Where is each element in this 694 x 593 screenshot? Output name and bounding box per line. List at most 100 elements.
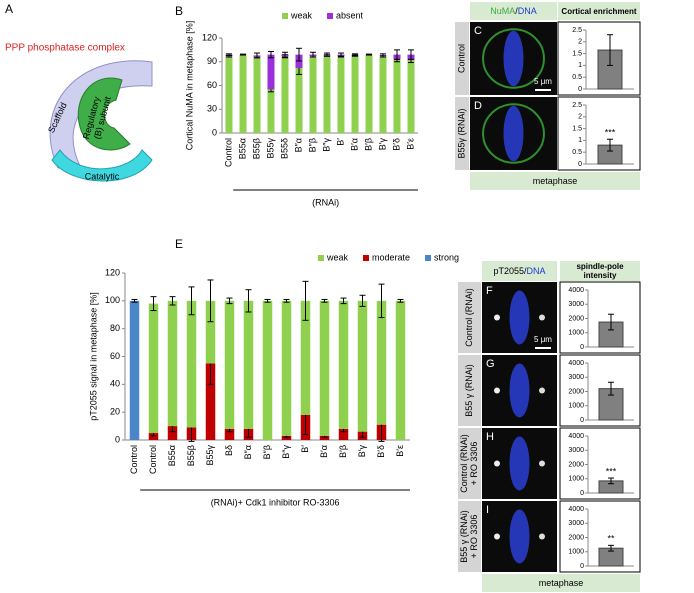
x-tick-label: B55γ (265, 138, 275, 159)
y-tick-label: 120 (105, 267, 120, 277)
bar-segment (281, 435, 292, 440)
x-tick-label: Control (223, 138, 233, 167)
y-tick-label: 1000 (568, 403, 584, 410)
image-header: pT2055/DNA (482, 261, 557, 281)
catalytic-label: Catalytic (85, 171, 120, 181)
bar-segment (224, 428, 235, 440)
row-label-box (455, 97, 469, 170)
y-tick-label: 3000 (568, 520, 584, 527)
bar-segment (281, 300, 292, 436)
bar-segment (407, 60, 415, 133)
y-tick-label: 60 (110, 351, 120, 361)
annotation: *** (606, 466, 617, 476)
x-axis-label: (RNAi) (312, 197, 339, 207)
y-tick-label: 2 (578, 114, 582, 121)
x-tick-label: B″β (307, 138, 317, 152)
x-tick-label: B55β (251, 138, 261, 159)
x-tick-label: B″β (262, 445, 272, 459)
y-tick-label: 1000 (568, 549, 584, 556)
x-tick-label: B′ε (395, 445, 405, 457)
y-tick-label: 80 (110, 323, 120, 333)
row-label: + RO 3306 (469, 515, 479, 559)
bar-segment (319, 435, 330, 440)
header-part: pT2055 (493, 265, 524, 276)
image-label: G (486, 358, 495, 370)
image-label: F (486, 285, 493, 297)
y-tick-label: 1.5 (572, 50, 582, 57)
dna-stain (509, 509, 530, 564)
bar-segment (129, 300, 140, 440)
y-tick-label: 0 (580, 417, 584, 424)
scale-bar-label: 5 μm (534, 335, 552, 344)
y-tick-label: 30 (207, 104, 217, 114)
row-label: B55 γ (RNAi) (464, 364, 474, 417)
bar-segment (338, 428, 349, 440)
dna-stain (509, 363, 530, 418)
y-tick-label: 0 (212, 127, 217, 137)
chart-title: Cortical enrichment (558, 2, 640, 20)
x-tick-label: B″α (243, 445, 253, 459)
y-axis-label: pT2055 signal in metaphase [%] (88, 292, 98, 421)
pole-stain (494, 460, 500, 467)
bar-segment (393, 59, 401, 133)
x-tick-label: B″γ (321, 138, 331, 152)
y-tick-label: 2.5 (572, 27, 582, 34)
x-tick-label: B′δ (391, 138, 401, 151)
row-label-box (458, 501, 481, 572)
bar-segment (243, 300, 254, 429)
legend-label: weak (326, 252, 349, 262)
image-footer: metaphase (482, 574, 640, 592)
y-tick-label: 0 (580, 344, 584, 351)
pole-stain (539, 314, 545, 321)
y-tick-label: 1000 (568, 330, 584, 337)
x-tick-label: B″α (293, 138, 303, 152)
pole-stain (539, 460, 545, 467)
row-label-box (455, 22, 469, 95)
legend-swatch (363, 255, 370, 261)
y-tick-label: 4000 (568, 287, 584, 294)
row-label: Control (RNAi) (464, 288, 474, 347)
x-tick-label: Bδ (224, 445, 234, 456)
bar-segment (253, 57, 261, 133)
y-tick-label: 60 (207, 80, 217, 90)
legend-label: weak (290, 10, 313, 20)
image-label: D (474, 100, 482, 112)
x-tick-label: B′γ (357, 445, 367, 458)
x-tick-label: B55α (167, 445, 177, 466)
image-label: C (474, 25, 482, 37)
bar-segment (205, 300, 216, 364)
row-label-box (458, 355, 481, 426)
y-tick-label: 20 (110, 407, 120, 417)
x-tick-label: B55γ (205, 445, 215, 466)
x-tick-label: B55α (237, 138, 247, 159)
pole-stain (494, 314, 500, 321)
bar-segment (167, 426, 178, 440)
y-tick-label: 2000 (568, 534, 584, 541)
x-tick-label: B′β (363, 138, 373, 151)
legend-swatch (318, 255, 324, 261)
bar-segment (186, 300, 197, 428)
cortex-stain (482, 28, 545, 89)
y-tick-label: 0.5 (572, 149, 582, 156)
dna-stain (509, 436, 530, 491)
bar-segment (148, 303, 159, 434)
y-tick-label: 3000 (568, 447, 584, 454)
pole-stain (539, 387, 545, 394)
bar-segment (338, 300, 349, 429)
y-tick-label: 0 (578, 86, 582, 93)
y-tick-label: 3000 (568, 301, 584, 308)
dna-stain (509, 290, 530, 345)
image-label: I (486, 504, 489, 516)
header-part: DNA (517, 5, 537, 16)
bar-segment (224, 300, 235, 429)
bar-segment (148, 433, 159, 440)
row-label: Control (RNAi) (459, 434, 469, 493)
bar-segment (167, 300, 178, 427)
dna-stain (503, 30, 524, 87)
panel-label: E (175, 237, 183, 251)
pole-stain (494, 533, 500, 540)
row-label: B55γ (RNAi) (456, 108, 466, 158)
panel-label: A (5, 2, 13, 16)
bar-segment (337, 56, 345, 134)
y-tick-label: 4000 (568, 506, 584, 513)
